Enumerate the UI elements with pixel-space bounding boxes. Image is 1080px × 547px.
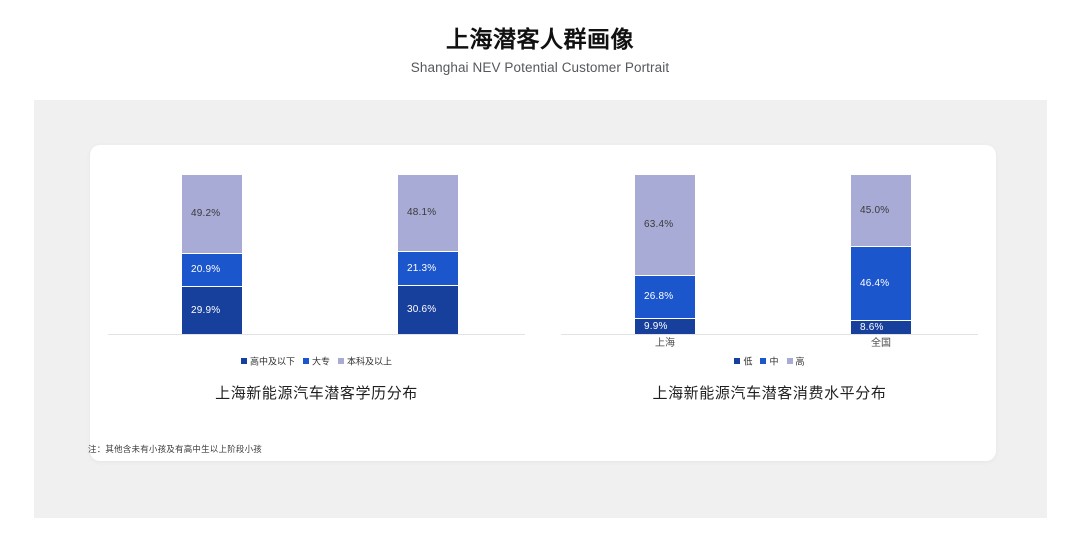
- legend-item[interactable]: 中: [760, 355, 779, 368]
- bar-segment-label: 49.2%: [191, 207, 221, 219]
- legend-label: 本科及以上: [347, 356, 393, 367]
- bar-segment: 49.2%: [182, 174, 242, 253]
- bar-segment: 29.9%: [182, 286, 242, 334]
- bar-column[interactable]: 9.9% 26.8% 63.4%: [635, 173, 695, 334]
- x-tick-row: 上海 全国: [543, 336, 996, 354]
- legend-item[interactable]: 本科及以上: [338, 355, 392, 368]
- x-axis-line: [561, 334, 978, 335]
- bar-segment-label: 30.6%: [407, 304, 437, 316]
- bar-segment: 30.6%: [398, 285, 458, 334]
- bar-segment: 26.8%: [635, 275, 695, 319]
- chart-legend: 高中及以下 大专 本科及以上: [90, 355, 543, 368]
- bar-segment: 9.9%: [635, 318, 695, 334]
- chart-caption: 上海新能源汽车潜客消费水平分布: [652, 385, 887, 402]
- bar-segment-label: 63.4%: [644, 219, 674, 231]
- legend-swatch-icon: [338, 357, 344, 364]
- legend-swatch-icon: [734, 357, 741, 364]
- bar-segment-label: 29.9%: [191, 304, 221, 316]
- x-axis-line: [108, 334, 525, 335]
- footnote: 注：其他含未有小孩及有高中生以上阶段小孩: [88, 444, 263, 454]
- legend-label: 大专: [311, 356, 330, 367]
- bar-segment-label: 26.8%: [644, 291, 674, 303]
- legend-swatch-icon: [786, 357, 793, 364]
- x-tick-label: 全国: [871, 338, 891, 349]
- legend-label: 低: [743, 356, 753, 367]
- bar-segment-label: 45.0%: [860, 204, 890, 216]
- bar-column[interactable]: 8.6% 46.4% 45.0%: [851, 174, 911, 334]
- legend-item[interactable]: 高: [786, 355, 805, 368]
- bar-segment: 48.1%: [398, 174, 458, 251]
- plot-area-education: 29.9% 20.9% 49.2% 30.6% 21.3% 48.1%: [90, 145, 543, 335]
- slide-header: 上海潜客人群画像 Shanghai NEV Potential Customer…: [0, 0, 1080, 78]
- plot-area-consumption: 9.9% 26.8% 63.4% 8.6% 46.4% 45.0%: [543, 145, 996, 335]
- bar-segment-label: 21.3%: [407, 262, 437, 274]
- bar-segment: 21.3%: [398, 250, 458, 286]
- legend-label: 中: [769, 356, 779, 367]
- bar-segment-label: 48.1%: [407, 206, 437, 218]
- bar-segment: 8.6%: [851, 320, 911, 334]
- chart-education: 29.9% 20.9% 49.2% 30.6% 21.3% 48.1% 高中及以下 大专 本…: [90, 145, 543, 461]
- bar-segment: 45.0%: [851, 174, 911, 247]
- bar-segment-label: 46.4%: [860, 277, 890, 289]
- bar-segment: 46.4%: [851, 246, 911, 321]
- page-subtitle: Shanghai NEV Potential Customer Portrait: [410, 60, 670, 75]
- chart-caption: 上海新能源汽车潜客学历分布: [215, 385, 418, 402]
- legend-label: 高: [795, 356, 805, 367]
- legend-swatch-icon: [240, 357, 247, 364]
- bar-column[interactable]: 29.9% 20.9% 49.2%: [182, 174, 242, 334]
- bar-segment: 63.4%: [635, 173, 695, 276]
- chart-legend: 低中高: [543, 355, 996, 368]
- page-title: 上海潜客人群画像: [446, 26, 634, 52]
- chart-consumption: 9.9% 26.8% 63.4% 8.6% 46.4% 45.0% 上海 全国 低 中 高 上…: [543, 145, 996, 461]
- legend-item[interactable]: 高中及以下: [240, 355, 295, 368]
- bar-segment-label: 9.9%: [644, 320, 668, 332]
- bar-segment-label: 20.9%: [191, 263, 221, 275]
- x-tick-label: 上海: [655, 338, 675, 349]
- bar-column[interactable]: 30.6% 21.3% 48.1%: [398, 174, 458, 334]
- legend-item[interactable]: 大专: [302, 355, 330, 368]
- legend-swatch-icon: [302, 357, 309, 364]
- bar-segment-label: 8.6%: [860, 321, 884, 333]
- charts-row: 29.9% 20.9% 49.2% 30.6% 21.3% 48.1% 高中及以下 大专 本…: [90, 145, 996, 461]
- legend-label: 高中及以下: [249, 356, 295, 367]
- x-tick-row: [90, 336, 543, 354]
- bar-segment: 20.9%: [182, 252, 242, 287]
- legend-swatch-icon: [760, 357, 767, 364]
- legend-item[interactable]: 低: [734, 355, 752, 368]
